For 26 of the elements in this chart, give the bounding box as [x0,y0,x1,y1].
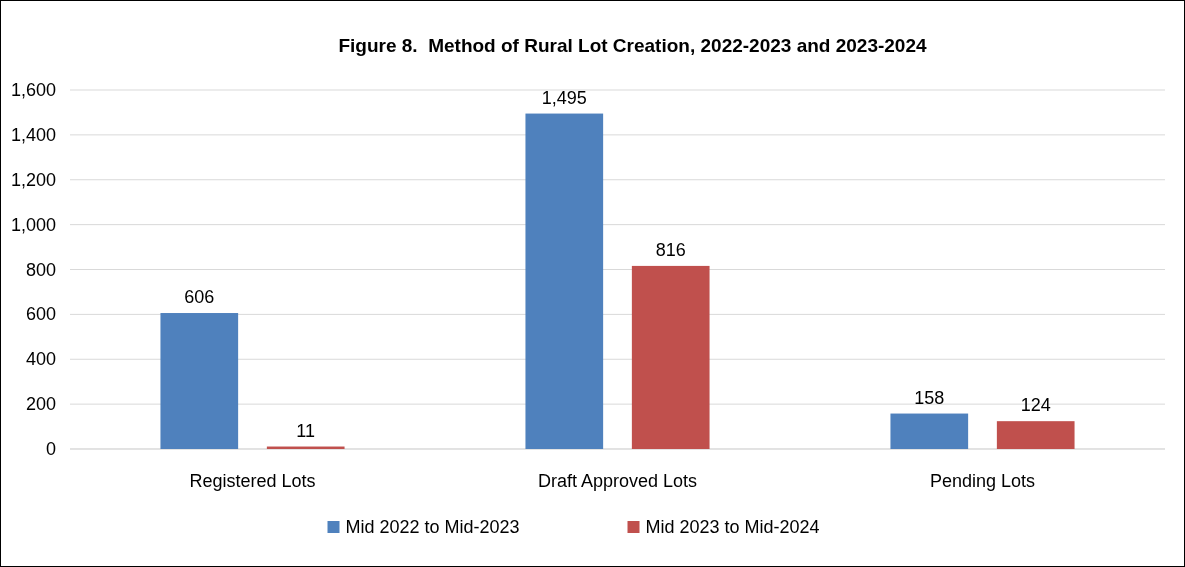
x-tick-label: Registered Lots [189,471,316,491]
data-label: 816 [655,239,686,260]
x-tick-label: Draft Approved Lots [537,471,698,491]
y-tick-label: 1,600 [10,80,56,100]
y-tick-label: 1,400 [10,124,56,145]
y-tick-label: 0 [45,439,56,459]
bar [631,265,710,449]
bar [890,413,969,449]
y-tick-label: 1,000 [10,214,56,235]
y-tick-label: 1,200 [10,169,56,190]
y-tick-label: 600 [25,304,56,325]
legend-label: Mid 2023 to Mid-2024 [645,517,820,537]
data-label: 1,495 [541,87,587,108]
y-tick-label: 200 [25,394,56,415]
bar [160,313,239,449]
data-label: 158 [914,387,945,408]
y-tick-label: 400 [25,349,56,370]
bar [996,421,1075,449]
bar [525,113,604,449]
data-label: 11 [296,420,316,441]
chart-title: Figure 8. Method of Rural Lot Creation, 2022-2023 and 2023-2024 [338,35,927,56]
legend-label: Mid 2022 to Mid-2023 [345,517,520,537]
x-tick-label: Pending Lots [929,471,1036,491]
data-label: 606 [184,287,215,308]
data-label: 124 [1020,395,1051,416]
y-tick-label: 800 [25,259,56,280]
